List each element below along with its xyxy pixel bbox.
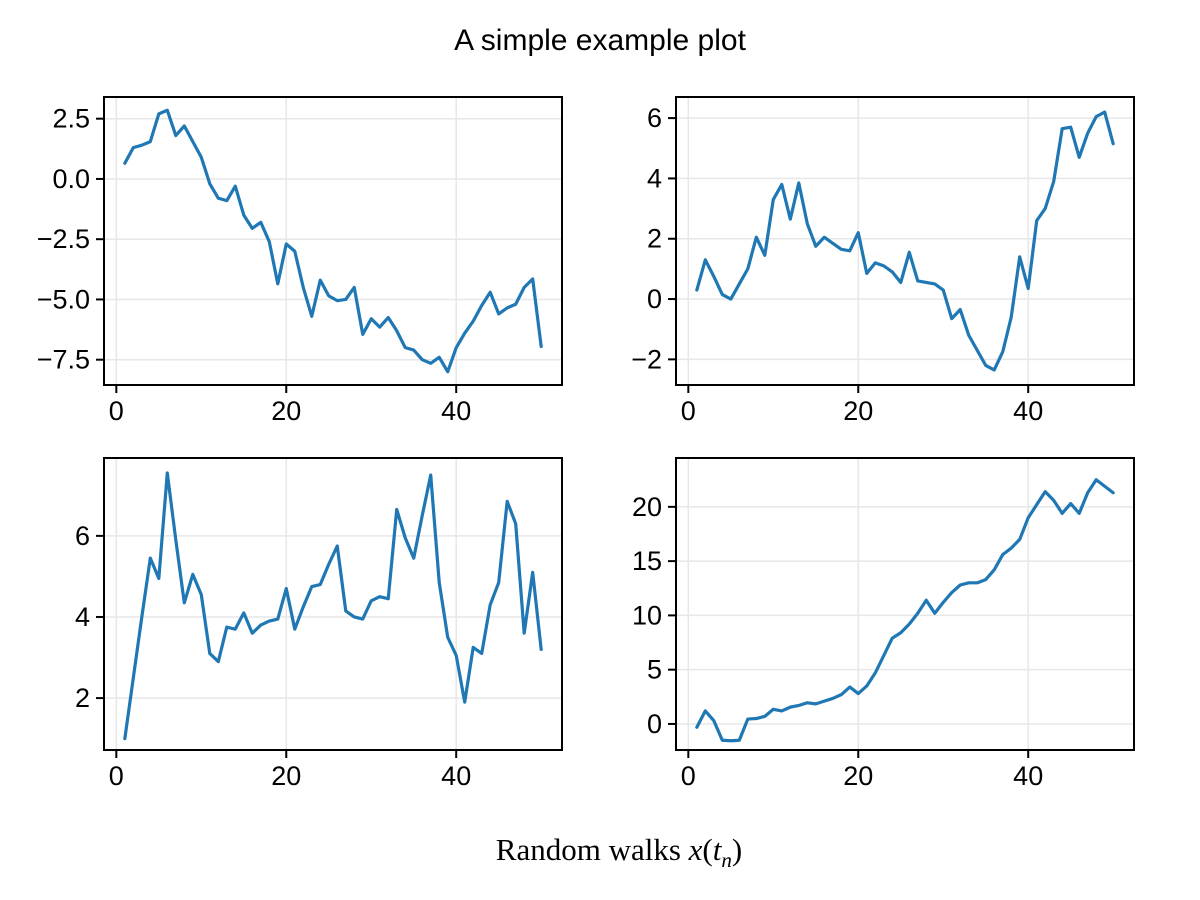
x-tick-label: 20 xyxy=(843,761,873,791)
y-tick-label: 4 xyxy=(647,163,662,193)
axes-spines xyxy=(103,457,563,751)
x-axis-label: Random walks x(tn) xyxy=(496,832,742,873)
x-axis-label-part: ) xyxy=(731,832,743,867)
tick-labels: 0 20 40 −2 0 2 4 6 xyxy=(631,103,1043,426)
x-axis-label-part: ( xyxy=(702,832,713,867)
x-axis-label-part: x xyxy=(688,832,703,867)
x-tick-label: 40 xyxy=(1013,761,1043,791)
tick-labels: 0 20 40 2.5 0.0 −2.5 −5.0 −7.5 xyxy=(37,104,472,426)
tick-marks xyxy=(96,534,458,758)
y-tick-label: 10 xyxy=(632,600,662,630)
x-tick-label: 0 xyxy=(681,396,696,426)
x-tick-label: 40 xyxy=(441,761,471,791)
plot-area xyxy=(676,97,1134,385)
plot-area xyxy=(104,97,562,385)
y-tick-label: 2.5 xyxy=(52,104,90,134)
y-tick-label: 20 xyxy=(632,492,662,522)
axes-spines xyxy=(103,96,563,386)
plot-area xyxy=(676,458,1134,750)
y-tick-label: 15 xyxy=(632,546,662,576)
figure-title: A simple example plot xyxy=(454,24,746,57)
y-tick-label: 2 xyxy=(75,683,90,713)
y-tick-label: 0 xyxy=(647,709,662,739)
x-axis-label-part: t xyxy=(712,832,722,867)
axes-spines xyxy=(675,96,1135,386)
y-tick-label: −7.5 xyxy=(37,345,90,375)
data-line xyxy=(123,471,543,741)
y-tick-label: −5.0 xyxy=(37,284,90,314)
subplot-bottom-right: 0 20 40 0 5 10 15 20 xyxy=(632,457,1135,791)
y-tick-label: 0 xyxy=(647,284,662,314)
tick-marks xyxy=(668,117,1030,393)
tick-marks xyxy=(96,117,458,393)
y-tick-label: −2 xyxy=(631,344,662,374)
subplot-top-left: 0 20 40 2.5 0.0 −2.5 −5.0 −7.5 xyxy=(37,96,563,426)
axes-spines xyxy=(675,457,1135,751)
tick-labels: 0 20 40 0 5 10 15 20 xyxy=(632,492,1043,791)
y-tick-label: 5 xyxy=(647,655,662,685)
subplot-bottom-left: 0 20 40 2 4 6 xyxy=(75,457,563,791)
plot-area xyxy=(104,458,562,750)
y-tick-label: 2 xyxy=(647,224,662,254)
x-axis-label-part: n xyxy=(721,848,732,873)
subplot-top-right: 0 20 40 −2 0 2 4 6 xyxy=(631,96,1135,426)
x-tick-label: 0 xyxy=(681,761,696,791)
grid xyxy=(104,458,562,750)
tick-marks xyxy=(668,505,1030,758)
x-tick-label: 0 xyxy=(109,396,124,426)
grid xyxy=(676,97,1134,385)
x-tick-label: 40 xyxy=(441,396,471,426)
data-line xyxy=(695,110,1115,372)
y-tick-label: 4 xyxy=(75,602,90,632)
y-tick-label: −2.5 xyxy=(37,224,90,254)
tick-labels: 0 20 40 2 4 6 xyxy=(75,521,471,791)
x-tick-label: 0 xyxy=(109,761,124,791)
data-line xyxy=(695,478,1115,743)
data-line xyxy=(123,108,543,374)
grid xyxy=(676,458,1134,750)
x-tick-label: 20 xyxy=(271,761,301,791)
y-tick-label: 6 xyxy=(647,103,662,133)
x-tick-label: 40 xyxy=(1013,396,1043,426)
x-axis-label-part: Random walks xyxy=(495,832,689,867)
y-tick-label: 0.0 xyxy=(52,164,90,194)
x-tick-label: 20 xyxy=(843,396,873,426)
x-tick-label: 20 xyxy=(271,396,301,426)
y-tick-label: 6 xyxy=(75,521,90,551)
